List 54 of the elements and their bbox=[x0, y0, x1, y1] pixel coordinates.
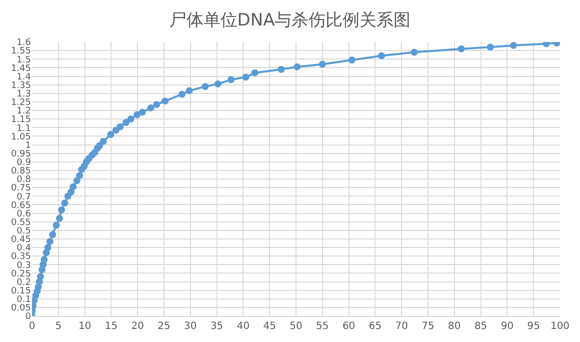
x-tick-label: 15 bbox=[104, 321, 118, 332]
x-tick-label: 50 bbox=[290, 321, 302, 332]
x-tick-label: 35 bbox=[210, 321, 224, 332]
y-tick-label: 1 bbox=[25, 140, 31, 151]
y-tick-label: 1.05 bbox=[10, 132, 31, 142]
x-tick-label: 90 bbox=[500, 321, 514, 332]
y-tick-label: 1.5 bbox=[16, 55, 31, 66]
y-tick-label: 0.25 bbox=[10, 269, 31, 280]
y-tick-label: 0 bbox=[25, 312, 32, 322]
y-tick-label: 0.8 bbox=[16, 175, 32, 186]
y-tick-label: 0.2 bbox=[16, 278, 31, 288]
x-tick-label: 10 bbox=[78, 321, 92, 332]
y-tick-label: 1.55 bbox=[10, 46, 31, 57]
x-tick-label: 20 bbox=[131, 321, 144, 332]
y-tick-label: 1.15 bbox=[10, 115, 31, 126]
x-tick-label: 80 bbox=[448, 321, 461, 332]
y-tick-label: 0.45 bbox=[10, 235, 31, 246]
y-tick-label: 0.75 bbox=[10, 184, 31, 194]
x-tick-label: 65 bbox=[368, 321, 382, 332]
y-tick-label: 0.4 bbox=[16, 244, 32, 254]
x-tick-label: 85 bbox=[474, 321, 488, 332]
y-tick-label: 1.45 bbox=[10, 64, 31, 74]
y-tick-label: 0.05 bbox=[10, 304, 31, 314]
y-tick-label: 1.35 bbox=[10, 80, 31, 91]
x-tick-label: 45 bbox=[263, 321, 276, 332]
x-tick-label: 95 bbox=[527, 321, 540, 332]
y-tick-label: 0.1 bbox=[16, 295, 31, 306]
y-tick-label: 0.15 bbox=[10, 286, 31, 296]
y-tick-label: 0.3 bbox=[16, 260, 31, 271]
y-tick-label: 0.35 bbox=[10, 252, 31, 262]
y-tick-label: 1.6 bbox=[16, 38, 32, 48]
y-tick-label: 0.85 bbox=[10, 166, 31, 177]
y-tick-label: 0.9 bbox=[16, 158, 32, 168]
y-tick-label: 0.95 bbox=[10, 149, 31, 160]
x-tick-label: 75 bbox=[422, 321, 434, 332]
y-tick-label: 0.5 bbox=[16, 226, 31, 237]
x-tick-label: 25 bbox=[158, 321, 170, 332]
y-tick-label: 1.1 bbox=[16, 124, 31, 134]
x-tick-label: 5 bbox=[55, 321, 62, 332]
y-tick-label: 0.55 bbox=[10, 218, 31, 228]
x-tick-label: 55 bbox=[316, 321, 329, 332]
x-tick-label: 100 bbox=[550, 321, 570, 332]
y-tick-label: 1.4 bbox=[16, 72, 32, 82]
chart-title: 尸体单位DNA与杀伤比例关系图 bbox=[169, 10, 411, 31]
x-tick-label: 40 bbox=[236, 321, 250, 332]
y-tick-label: 1.25 bbox=[10, 98, 31, 108]
y-tick-label: 1.3 bbox=[16, 90, 31, 100]
x-tick-label: 60 bbox=[342, 321, 356, 332]
y-tick-label: 1.2 bbox=[16, 106, 31, 117]
x-tick-label: 30 bbox=[184, 321, 197, 332]
y-tick-label: 0.6 bbox=[16, 209, 32, 220]
y-tick-label: 0.65 bbox=[10, 200, 31, 211]
y-tick-label: 0.7 bbox=[16, 192, 31, 202]
x-tick-label: 70 bbox=[395, 321, 408, 332]
